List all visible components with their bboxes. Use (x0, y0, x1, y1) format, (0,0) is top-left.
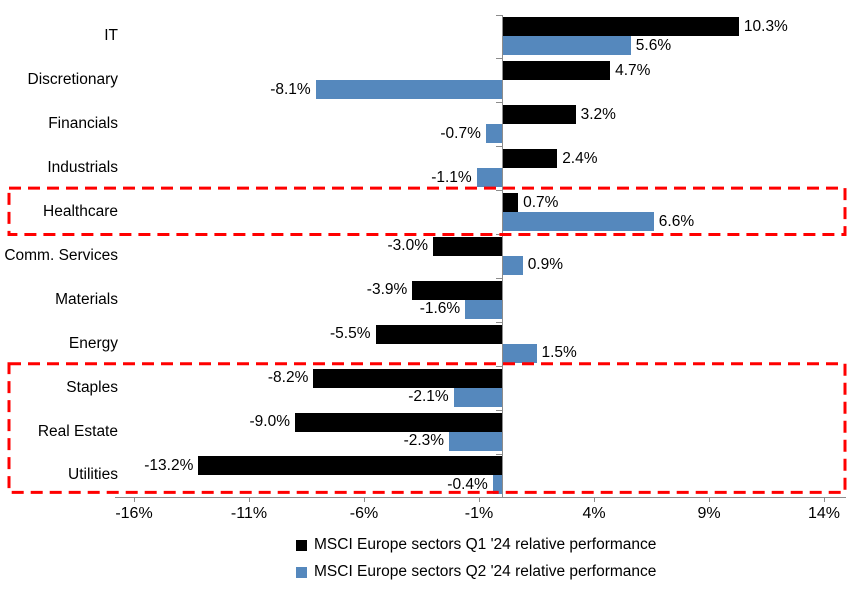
value-label: -1.6% (419, 300, 461, 318)
value-label: -3.9% (366, 281, 408, 299)
category-tick (496, 102, 503, 104)
x-axis-tick (479, 497, 480, 503)
x-axis-tick (594, 497, 595, 503)
x-axis-tick (709, 497, 710, 503)
category-tick (496, 321, 503, 323)
bar-q1 (502, 105, 576, 125)
legend-label-q1: MSCI Europe sectors Q1 '24 relative perf… (314, 536, 657, 553)
category-label: Energy (68, 334, 118, 352)
value-label: 4.7% (615, 61, 651, 79)
legend-item-q2: MSCI Europe sectors Q2 '24 relative perf… (296, 562, 656, 582)
bar-q2 (502, 36, 631, 56)
value-label: -8.1% (270, 80, 311, 98)
value-label: -9.0% (249, 413, 291, 431)
value-label: -13.2% (144, 456, 194, 474)
value-label: 0.9% (527, 256, 564, 274)
bar-q1 (502, 193, 519, 213)
x-axis-tick (364, 497, 365, 503)
bar-q1 (433, 236, 502, 256)
category-label: Comm. Services (4, 246, 118, 264)
category-tick (496, 453, 503, 455)
bar-q2 (465, 299, 502, 319)
category-tick (496, 365, 503, 367)
legend: MSCI Europe sectors Q1 '24 relative perf… (296, 535, 656, 582)
value-label: -0.7% (440, 124, 481, 142)
bar-q1 (502, 17, 739, 37)
value-label: -2.1% (408, 388, 449, 406)
bar-q2 (502, 212, 654, 232)
bar-q2 (449, 431, 502, 451)
category-label: Industrials (47, 159, 118, 177)
x-tick-label: -11% (230, 505, 268, 523)
value-label: 0.7% (523, 193, 559, 211)
x-axis-tick (134, 497, 135, 503)
category-tick (496, 190, 503, 192)
category-tick (496, 234, 503, 235)
x-tick-label: -1% (464, 505, 494, 523)
bar-q2 (492, 475, 502, 495)
category-label: IT (104, 27, 118, 45)
bar-q2 (502, 255, 523, 275)
category-tick (496, 497, 503, 499)
x-tick-label: 14% (807, 505, 841, 523)
value-label: -8.2% (267, 369, 309, 387)
category-tick (496, 277, 503, 279)
q2-color-swatch-icon (296, 566, 307, 578)
value-label: -0.4% (447, 475, 488, 493)
value-label: -5.5% (330, 325, 371, 343)
bar-q2 (502, 343, 537, 363)
x-tick-label: 4% (582, 505, 606, 523)
bar-q2 (315, 80, 502, 100)
bar-q1 (375, 324, 502, 344)
value-label: 5.6% (635, 36, 672, 54)
bar-q1 (295, 412, 502, 432)
value-label: -3.0% (387, 237, 429, 255)
legend-item-q1: MSCI Europe sectors Q1 '24 relative perf… (296, 535, 656, 555)
value-label: -1.1% (431, 168, 472, 186)
category-label: Financials (48, 115, 118, 133)
category-tick (496, 409, 503, 411)
bar-q1 (412, 280, 502, 300)
x-axis-tick (824, 497, 825, 503)
x-tick-label: -6% (349, 505, 379, 523)
bar-q2 (485, 124, 502, 144)
category-label: Materials (55, 290, 118, 308)
category-tick (496, 14, 503, 16)
bar-q1 (502, 61, 611, 81)
q1-color-swatch-icon (296, 539, 307, 551)
category-label: Real Estate (37, 422, 118, 440)
category-label: Discretionary (27, 71, 118, 89)
x-axis-tick (249, 497, 250, 503)
bar-q1 (502, 149, 558, 169)
x-tick-label: -16% (115, 505, 153, 523)
category-tick (496, 146, 503, 148)
bar-q1 (313, 368, 502, 388)
value-axis-line (502, 14, 503, 498)
bar-q1 (198, 456, 502, 476)
category-tick (496, 58, 503, 60)
bar-q2 (453, 387, 502, 407)
category-label: Healthcare (43, 203, 118, 221)
category-label: Staples (66, 378, 118, 396)
value-label: 3.2% (580, 105, 616, 123)
value-label: -2.3% (403, 432, 445, 450)
x-tick-label: 9% (697, 505, 721, 523)
value-label: 10.3% (743, 17, 788, 35)
legend-label-q2: MSCI Europe sectors Q2 '24 relative perf… (314, 563, 657, 580)
x-axis-line (115, 497, 846, 499)
highlight-box (7, 186, 847, 237)
category-label: Utilities (68, 466, 118, 484)
bar-q2 (476, 168, 502, 188)
value-label: 2.4% (562, 149, 598, 167)
value-label: 6.6% (658, 212, 695, 230)
value-label: 1.5% (541, 344, 577, 362)
